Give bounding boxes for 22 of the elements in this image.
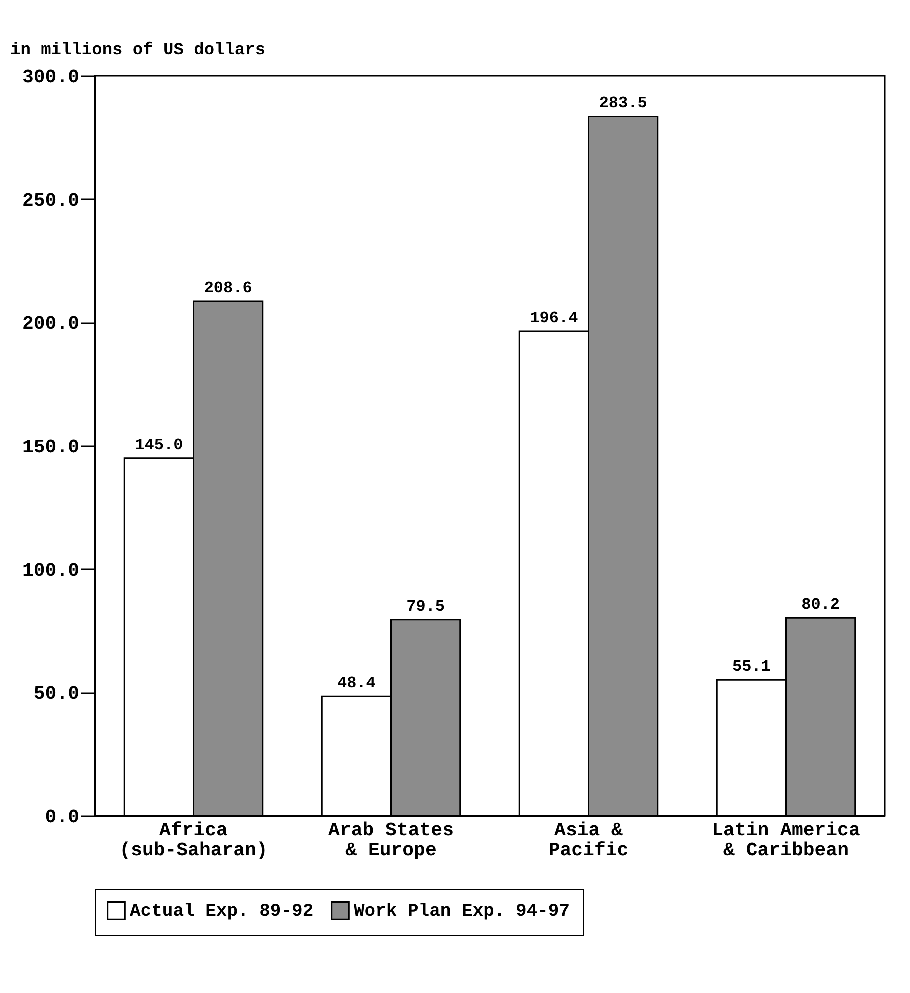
y-tick-label: 150.0 <box>22 436 80 458</box>
y-tick-label: 50.0 <box>34 683 80 706</box>
x-tick-label: Africa (sub-Saharan) <box>120 820 268 862</box>
legend-label: Actual Exp. 89-92 <box>130 902 314 922</box>
x-tick-label: Latin America & Caribbean <box>712 820 860 862</box>
data-label: 283.5 <box>599 94 648 113</box>
data-label: 145.0 <box>135 436 184 454</box>
y-tick-label: 250.0 <box>22 190 80 212</box>
y-tick-label: 300.0 <box>22 66 80 88</box>
data-label: 80.2 <box>802 596 840 614</box>
x-tick-label: Arab States & Europe <box>328 820 454 862</box>
y-tick-label: 100.0 <box>22 560 80 582</box>
y-tick-label: 0.0 <box>45 806 80 828</box>
data-label: 208.6 <box>204 279 252 298</box>
y-axis-title: in millions of US dollars <box>10 42 266 60</box>
y-tick-label: 200.0 <box>22 313 80 336</box>
data-label: 48.4 <box>337 674 376 693</box>
legend-label: Work Plan Exp. 94-97 <box>354 902 570 922</box>
x-tick-label: Asia & Pacific <box>548 820 629 862</box>
data-label: 196.4 <box>530 310 579 328</box>
data-label: 55.1 <box>732 658 771 676</box>
data-label: 79.5 <box>406 598 446 616</box>
